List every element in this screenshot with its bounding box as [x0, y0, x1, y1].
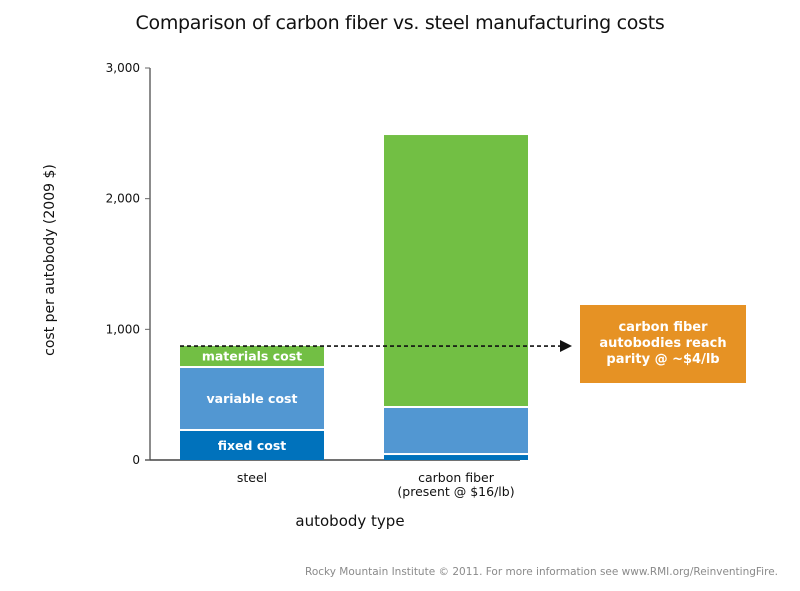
- parity-annotation-box: carbon fiber autobodies reach parity @ ~…: [580, 305, 746, 383]
- annotation-line: autobodies reach: [599, 336, 727, 351]
- segment-label: variable cost: [207, 391, 298, 406]
- parity-annotation-text: carbon fiber autobodies reach parity @ ~…: [593, 320, 733, 368]
- x-tick-label: steel: [237, 470, 267, 485]
- segment-label: materials cost: [202, 349, 302, 364]
- bar-segment-materials-cost: [384, 135, 528, 406]
- bar-segment-materials-cost: [180, 346, 324, 367]
- y-tick-label: 1,000: [106, 322, 140, 336]
- y-axis-label-wrap: cost per autobody (2009 $): [30, 110, 70, 410]
- x-tick-label: carbon fiber: [418, 470, 495, 485]
- x-axis-label: autobody type: [295, 512, 405, 530]
- chart-title: Comparison of carbon fiber vs. steel man…: [135, 12, 665, 34]
- footer-credit: Rocky Mountain Institute © 2011. For mor…: [305, 566, 778, 578]
- y-tick-label: 0: [132, 453, 140, 467]
- y-axis-label: cost per autobody (2009 $): [42, 164, 58, 356]
- x-tick-label: (present @ $16/lb): [397, 484, 514, 499]
- bar-segment-fixed-cost: [384, 455, 528, 460]
- y-tick-label: 2,000: [106, 192, 140, 206]
- bar-segment-fixed-cost: [180, 430, 324, 460]
- annotation-line: parity @ ~$4/lb: [606, 352, 720, 367]
- segment-label: fixed cost: [218, 438, 287, 453]
- bar-segment-variable-cost: [180, 368, 324, 429]
- bar-segment-variable-cost: [384, 407, 528, 454]
- arrow-head-icon: [560, 340, 572, 353]
- annotation-line: carbon fiber: [618, 320, 708, 335]
- y-tick-label: 3,000: [106, 61, 140, 75]
